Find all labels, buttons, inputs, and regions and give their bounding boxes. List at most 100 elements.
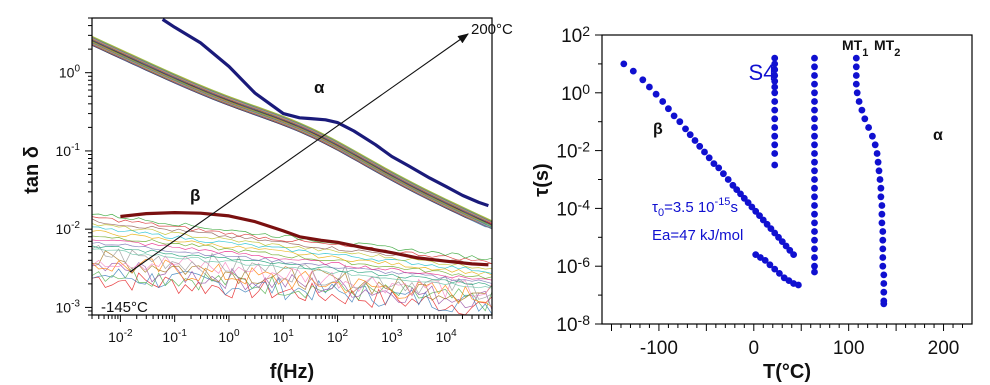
data-point [811, 211, 818, 218]
left-y-axis-label: tan δ [21, 146, 43, 194]
data-point [879, 254, 886, 261]
data-point [811, 167, 818, 174]
data-point [880, 300, 887, 307]
left-y-ticks: 10-310-210-1100 [56, 18, 92, 315]
y-tick-label: 10-2 [56, 220, 81, 237]
data-point [811, 81, 818, 88]
data-point [771, 98, 778, 105]
data-point [811, 185, 818, 192]
right-y-axis-label: τ(s) [531, 163, 553, 196]
data-point [880, 280, 887, 287]
x-tick-label: 0 [749, 338, 760, 359]
alpha-annotation: α [314, 78, 325, 97]
temperature-curve [92, 214, 492, 260]
relaxation-markers [620, 55, 887, 307]
data-point [811, 228, 818, 235]
alpha-curve-line [163, 19, 489, 205]
data-point [811, 254, 818, 261]
y-tick-label: 10-8 [556, 312, 590, 336]
data-point [771, 124, 778, 131]
x-tick-label: 102 [327, 328, 349, 345]
data-point [853, 63, 860, 70]
data-point [811, 176, 818, 183]
tau0-annotation: τ0=3.5 10-15s [652, 196, 738, 219]
data-point [854, 89, 861, 96]
data-point [811, 220, 818, 227]
data-point [811, 133, 818, 140]
data-point [879, 220, 886, 227]
data-point [811, 141, 818, 148]
data-point [811, 55, 818, 62]
data-point [771, 115, 778, 122]
y-tick-label: 102 [561, 23, 590, 47]
chart-title: S4 [749, 60, 776, 85]
data-point [659, 98, 666, 105]
data-point [869, 133, 876, 140]
data-point [879, 263, 886, 270]
data-point [874, 150, 881, 157]
data-point [879, 202, 886, 209]
x-tick-label: 10-2 [108, 328, 133, 345]
y-tick-label: 100 [561, 81, 590, 105]
data-point [811, 269, 818, 276]
data-point [879, 228, 886, 235]
data-point [853, 81, 860, 88]
x-tick-label: 100 [833, 338, 865, 359]
data-point [876, 167, 883, 174]
data-point [859, 107, 866, 114]
relaxation-time-chart: -100 0 100 200 10-810-610-410-2100102 S4 β … [531, 23, 972, 383]
temperature-curve-family [92, 36, 492, 315]
right-x-ticks: -100 0 100 200 [611, 324, 962, 359]
right-x-axis-label: T(°C) [763, 361, 811, 383]
mt2-label: MT2 [874, 37, 900, 59]
data-point [701, 149, 708, 156]
data-point [853, 72, 860, 79]
right-y-ticks: 10-8 10-6 10-4 10-2 100 102 [556, 23, 602, 336]
temperature-curve [92, 224, 492, 270]
data-point [811, 150, 818, 157]
data-point [795, 282, 802, 289]
data-point [771, 141, 778, 148]
y-tick-label: 10-4 [556, 196, 590, 220]
data-point [880, 272, 887, 279]
temperature-curve [92, 256, 492, 297]
data-point [687, 131, 694, 138]
data-point [771, 89, 778, 96]
temperature-curve [92, 269, 492, 314]
data-point [696, 143, 703, 150]
data-point [872, 141, 879, 148]
data-point [682, 125, 689, 132]
data-point [620, 61, 627, 68]
data-point [646, 84, 653, 91]
activation-energy-annotation: Ea=47 kJ/mol [652, 227, 743, 244]
beta-annotation: β [190, 186, 200, 205]
data-point [811, 115, 818, 122]
highlight-curves [120, 19, 488, 264]
loss-tangent-chart: 10-2 10-1 100 101 102 103 104 10-310-210-1100 … [21, 18, 513, 383]
data-point [875, 159, 882, 166]
data-point [676, 118, 683, 125]
data-point [771, 133, 778, 140]
data-point [811, 263, 818, 270]
data-point [706, 154, 713, 161]
data-point [771, 162, 778, 169]
y-tick-label: 10-2 [556, 139, 590, 163]
x-tick-label: 10-1 [162, 328, 187, 345]
data-point [865, 124, 872, 131]
data-point [878, 193, 885, 200]
arrow-end-label: 200°C [471, 21, 513, 38]
x-tick-label: 101 [273, 328, 295, 345]
data-point [692, 137, 699, 144]
temperature-curve [92, 242, 492, 283]
x-tick-label: 103 [381, 328, 403, 345]
data-point [790, 251, 797, 258]
data-point [771, 150, 778, 157]
left-x-ticks: 10-2 10-1 100 101 102 103 104 [92, 315, 492, 345]
temperature-curve [92, 246, 492, 300]
data-point [811, 98, 818, 105]
data-point [811, 124, 818, 131]
left-x-axis-label: f(Hz) [270, 361, 314, 383]
alpha-annotation-right: α [933, 127, 943, 144]
data-point [878, 185, 885, 192]
